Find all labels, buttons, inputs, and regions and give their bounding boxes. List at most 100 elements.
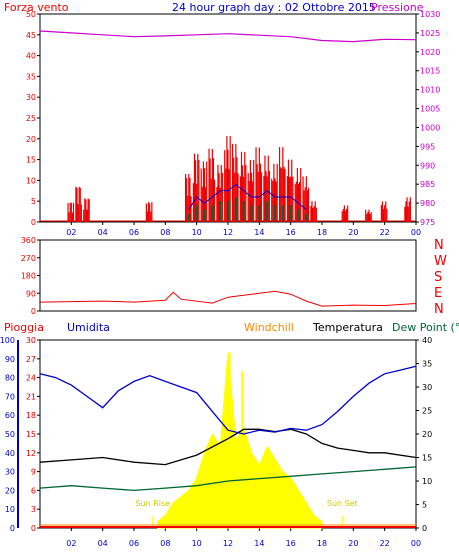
wind-tick-label: 30 xyxy=(26,93,36,102)
compass-label: N xyxy=(434,238,444,253)
wind-x-tick-label: 18 xyxy=(317,228,327,237)
humidity-tick-label: 90 xyxy=(5,355,15,364)
weather-x-tick-label: 06 xyxy=(129,539,139,548)
wind-avg-bar xyxy=(281,205,284,222)
chart-title: 24 hour graph day : 02 Ottobre 2015 xyxy=(172,1,376,14)
direction-tick-label: 90 xyxy=(26,289,36,298)
rain-tick-label: 27 xyxy=(26,355,36,364)
wind-x-tick-label: 06 xyxy=(129,228,139,237)
wind-avg-bar xyxy=(195,205,198,222)
humidity-label: Umidita xyxy=(67,321,110,334)
pressure-tick-label: 990 xyxy=(420,161,435,170)
wind-tick-label: 20 xyxy=(26,135,36,144)
wind-avg-bar xyxy=(227,201,229,222)
pressure-tick-label: 1010 xyxy=(420,86,440,95)
pressure-tick-label: 985 xyxy=(420,180,435,189)
humidity-tick-label: 70 xyxy=(5,392,15,401)
temp-tick-label: 10 xyxy=(422,477,432,486)
humidity-line xyxy=(39,365,417,435)
wind-avg-bar xyxy=(242,201,245,222)
weather-x-tick-label: 14 xyxy=(254,539,264,548)
humidity-tick-label: 50 xyxy=(5,430,15,439)
weather-x-tick-label: 18 xyxy=(317,539,327,548)
weather-x-tick-label: 12 xyxy=(223,539,233,548)
pressure-tick-label: 995 xyxy=(420,142,435,151)
direction-tick-label: 0 xyxy=(31,307,36,316)
wind-x-tick-label: 10 xyxy=(192,228,202,237)
rain-tick-label: 21 xyxy=(26,392,36,401)
humidity-tick-label: 100 xyxy=(0,336,15,345)
humidity-tick-label: 0 xyxy=(10,524,15,533)
wind-avg-bar xyxy=(266,201,269,222)
humidity-tick-label: 60 xyxy=(5,411,15,420)
rain-tick-label: 15 xyxy=(26,430,36,439)
wind-avg-bar xyxy=(187,213,190,222)
wind-tick-label: 35 xyxy=(26,72,36,81)
dewpoint-label: Dew Point (°C xyxy=(392,321,459,334)
wind-axis-label: Forza vento xyxy=(4,1,69,14)
wind-x-tick-label: 00 xyxy=(411,228,421,237)
compass-label: W xyxy=(434,254,447,269)
temp-tick-label: 5 xyxy=(422,501,427,510)
weather-x-tick-label: 04 xyxy=(98,539,108,548)
rain-tick-label: 3 xyxy=(31,505,36,514)
wind-x-tick-label: 08 xyxy=(160,228,170,237)
direction-tick-label: 270 xyxy=(21,254,36,263)
humidity-tick-label: 30 xyxy=(5,468,15,477)
sun-annotation: Sun Set xyxy=(327,499,358,508)
temp-tick-label: 20 xyxy=(422,430,432,439)
compass-label: S xyxy=(434,270,442,285)
wind-avg-bar xyxy=(289,205,292,222)
temp-tick-label: 15 xyxy=(422,454,432,463)
rain-tick-label: 12 xyxy=(26,449,36,458)
direction-tick-label: 360 xyxy=(21,236,36,245)
rain-tick-label: 18 xyxy=(26,411,36,420)
pressure-tick-label: 975 xyxy=(420,218,435,227)
wind-x-tick-label: 20 xyxy=(348,228,358,237)
humidity-tick-label: 40 xyxy=(5,449,15,458)
weather-x-tick-label: 16 xyxy=(286,539,296,548)
temperature-line xyxy=(39,428,417,466)
humidity-tick-label: 20 xyxy=(5,486,15,495)
wind-avg-bar xyxy=(250,205,253,222)
humidity-tick-label: 80 xyxy=(5,374,15,383)
temp-tick-label: 35 xyxy=(422,360,432,369)
wind-tick-label: 10 xyxy=(26,176,36,185)
rain-label: Pioggia xyxy=(4,321,44,334)
wind-x-tick-label: 02 xyxy=(66,228,76,237)
wind-tick-label: 25 xyxy=(26,114,36,123)
weather-x-tick-label: 10 xyxy=(192,539,202,548)
direction-tick-label: 180 xyxy=(21,272,36,281)
wind-avg-bar xyxy=(203,209,206,222)
pressure-axis-label: Pressione xyxy=(371,1,424,14)
wind-tick-label: 5 xyxy=(31,197,36,206)
wind-x-tick-label: 04 xyxy=(98,228,108,237)
wind-avg-bar xyxy=(211,205,214,222)
wind-tick-label: 0 xyxy=(31,218,36,227)
wind-avg-bar xyxy=(234,197,237,222)
wind-avg-bar xyxy=(219,201,222,222)
weather-x-tick-label: 20 xyxy=(348,539,358,548)
wind-avg-bar xyxy=(305,213,308,222)
wind-tick-label: 40 xyxy=(26,52,36,61)
pressure-tick-label: 1000 xyxy=(420,123,440,132)
temperature-label: Temperatura xyxy=(312,321,383,334)
pressure-tick-label: 1025 xyxy=(420,29,440,38)
rain-tick-label: 24 xyxy=(26,374,36,383)
compass-label: N xyxy=(434,302,444,317)
pressure-tick-label: 980 xyxy=(420,199,435,208)
pressure-tick-label: 1015 xyxy=(420,67,440,76)
temp-tick-label: 0 xyxy=(422,524,427,533)
sun-annotation: Sun Rise xyxy=(135,499,170,508)
wind-x-tick-label: 16 xyxy=(286,228,296,237)
weather-x-tick-label: 00 xyxy=(411,539,421,548)
wind-x-tick-label: 14 xyxy=(254,228,264,237)
weather-x-tick-label: 08 xyxy=(160,539,170,548)
pressure-tick-label: 1020 xyxy=(420,48,440,57)
wind-tick-label: 45 xyxy=(26,31,36,40)
rain-tick-label: 6 xyxy=(31,486,36,495)
pressure-line xyxy=(39,30,417,43)
compass-label: E xyxy=(434,286,442,301)
wind-direction-line xyxy=(39,290,417,307)
